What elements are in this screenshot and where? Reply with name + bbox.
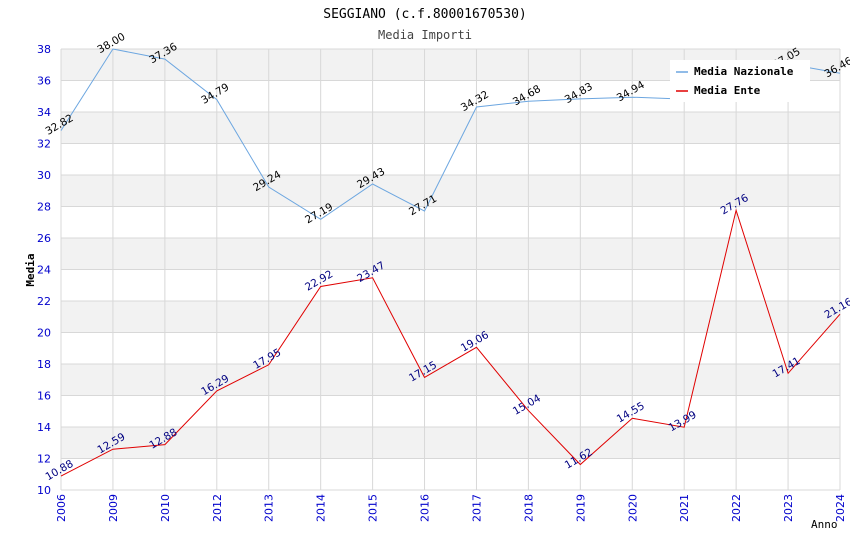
x-tick-label: 2006: [55, 494, 68, 522]
grid-band: [61, 112, 840, 144]
grid-band: [61, 175, 840, 207]
y-tick-label: 32: [37, 138, 51, 151]
x-tick-label: 2019: [574, 494, 587, 522]
data-label: 22.92: [303, 268, 335, 293]
y-tick-label: 26: [37, 232, 51, 245]
legend-label-media-ente: Media Ente: [694, 84, 761, 97]
x-tick-label: 2023: [782, 494, 795, 522]
y-tick-label: 24: [37, 264, 51, 277]
x-tick-label: 2010: [159, 494, 172, 522]
x-tick-label: 2016: [419, 494, 432, 522]
y-tick-label: 12: [37, 453, 51, 466]
data-label: 34.94: [615, 79, 647, 105]
background-bands: [61, 49, 840, 459]
chart-title: SEGGIANO (c.f.80001670530): [323, 7, 527, 22]
y-axis-label: Media: [24, 253, 37, 286]
data-label: 34.83: [563, 81, 595, 106]
data-label: 14.55: [615, 400, 647, 425]
y-tick-label: 34: [37, 106, 51, 119]
y-tick-label: 22: [37, 295, 51, 308]
x-tick-label: 2014: [315, 494, 328, 522]
y-tick-label: 10: [37, 484, 51, 497]
grid-band: [61, 427, 840, 459]
legend-label-media-nazionale: Media Nazionale: [694, 65, 794, 78]
legend-box: [670, 60, 810, 102]
data-label: 34.68: [511, 83, 543, 108]
x-tick-label: 2021: [678, 494, 691, 522]
grid-band: [61, 301, 840, 333]
data-label: 34.79: [199, 81, 231, 106]
x-tick-label: 2009: [107, 494, 120, 522]
chart-subtitle: Media Importi: [378, 28, 472, 42]
series-line-media-ente: [60, 208, 841, 477]
grid-band: [61, 238, 840, 270]
y-tick-label: 30: [37, 169, 51, 182]
x-tick-label: 2022: [730, 494, 743, 522]
x-tick-label: 2012: [211, 494, 224, 522]
y-tick-label: 36: [37, 75, 51, 88]
x-tick-label: 2017: [470, 494, 483, 522]
y-tick-label: 14: [37, 421, 51, 434]
y-tick-label: 38: [37, 43, 51, 56]
legend: Media Nazionale Media Ente: [670, 60, 810, 102]
x-tick-label: 2015: [367, 494, 380, 522]
x-tick-label: 2013: [263, 494, 276, 522]
y-tick-label: 28: [37, 201, 51, 214]
x-tick-label: 2020: [626, 494, 639, 522]
y-tick-label: 18: [37, 358, 51, 371]
x-axis-ticks: 2006 2009 2010 2012 2013 2014 2015 2016 2017 2018…: [55, 494, 847, 522]
y-tick-label: 16: [37, 390, 51, 403]
x-axis-label: Anno: [811, 518, 838, 531]
y-axis-ticks: 10 12 14 16 18 20 22 24 26 28 30 32 34 36 38: [37, 43, 51, 497]
y-tick-label: 20: [37, 327, 51, 340]
x-tick-label: 2018: [522, 494, 535, 522]
grid-band: [61, 364, 840, 396]
x-tick-label: 2024: [834, 494, 847, 522]
